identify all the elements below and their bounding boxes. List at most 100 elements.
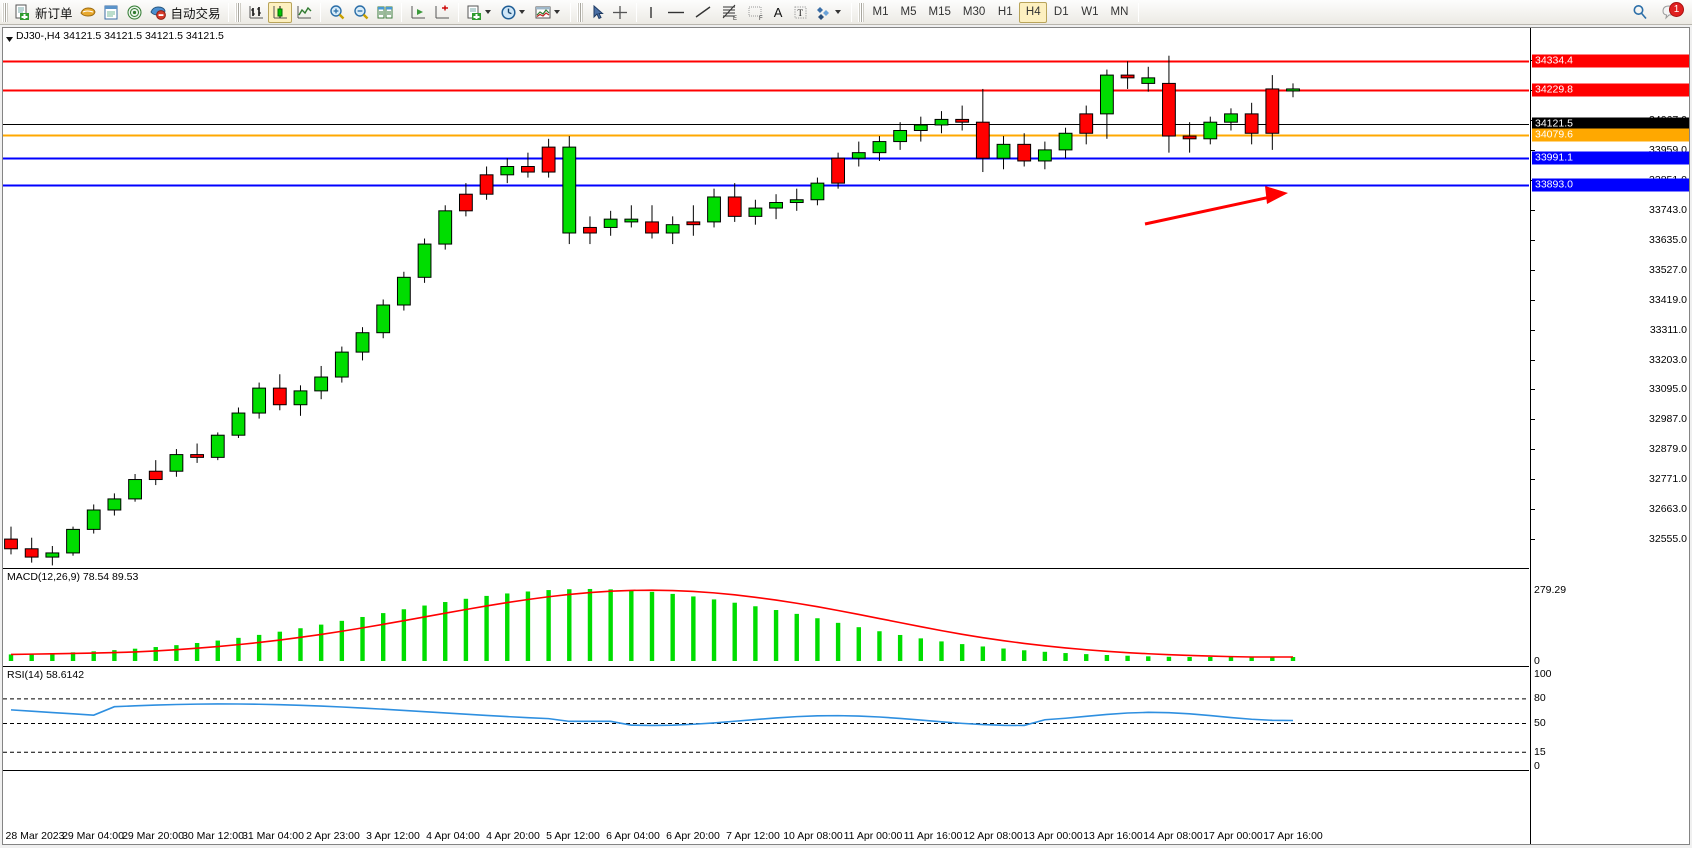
rsi-tick-label: 50 — [1534, 717, 1546, 729]
shapes-button[interactable] — [812, 2, 847, 23]
chart-frame[interactable]: DJ30-,H4 34121.5 34121.5 34121.5 34121.5… — [2, 27, 1690, 845]
timeframe-m1[interactable]: M1 — [872, 6, 889, 18]
price-tick-label: 32771.0 — [1649, 473, 1687, 486]
window-icon — [104, 5, 118, 19]
auto-trading-label: 自动交易 — [170, 6, 221, 21]
time-tick-label: 4 Apr 04:00 — [426, 830, 480, 842]
price-level-support-upper[interactable]: 33991.1 — [1532, 151, 1689, 165]
timeframe-m15[interactable]: M15 — [928, 6, 951, 18]
rsi-pane[interactable]: RSI(14) 58.6142 — [3, 668, 1529, 771]
timeframe-m30[interactable]: M30 — [962, 6, 986, 18]
price-tick-mark — [1531, 150, 1535, 152]
timeframe-h1[interactable]: H1 — [997, 6, 1013, 18]
price-tick-label: 33419.0 — [1649, 293, 1687, 306]
price-axis[interactable]: 34283.034175.034067.033959.033851.033743… — [1530, 28, 1689, 844]
price-tick-label: 32987.0 — [1649, 413, 1687, 426]
timeframe-h4[interactable]: H4 — [1019, 1, 1048, 23]
time-tick-label: 4 Apr 20:00 — [486, 830, 540, 842]
time-tick-label: 12 Apr 08:00 — [963, 830, 1023, 842]
text-button[interactable]: A — [768, 2, 789, 23]
toolbar-right-group: 1 — [1628, 1, 1692, 23]
price-level-resistance-upper[interactable]: 34334.4 — [1532, 54, 1689, 68]
text-label-button[interactable]: T — [789, 2, 812, 23]
price-tick-mark — [1531, 419, 1535, 421]
timeframe-m5[interactable]: M5 — [900, 6, 917, 18]
vertical-line-button[interactable] — [641, 2, 662, 23]
indicators-button[interactable] — [463, 2, 497, 23]
price-level-resistance-lower[interactable]: 34229.8 — [1532, 83, 1689, 97]
zoom-out-button[interactable] — [349, 2, 373, 23]
charttype-grip[interactable] — [234, 2, 241, 22]
time-tick-label: 11 Apr 00:00 — [843, 830, 903, 842]
alerts-button[interactable]: 1 — [1658, 1, 1684, 23]
timeframe-grip[interactable] — [857, 2, 864, 22]
toolbar-separator-5 — [569, 2, 571, 22]
price-level-support-lower[interactable]: 33893.0 — [1532, 178, 1689, 192]
toolbar-grip[interactable] — [2, 2, 8, 22]
shapes-caret-icon[interactable] — [834, 10, 841, 14]
drawing-grip[interactable] — [576, 2, 583, 22]
price-tick-label: 32879.0 — [1649, 443, 1687, 456]
horizontal-line-icon — [667, 11, 684, 13]
price-plot[interactable] — [3, 28, 1529, 569]
rsi-tick-label: 80 — [1534, 692, 1546, 705]
macd-tick-label: 0 — [1534, 655, 1540, 667]
chart-shift-button[interactable] — [406, 2, 430, 23]
status-bar — [0, 846, 1692, 848]
price-tick-mark — [1531, 299, 1535, 301]
new-order-button[interactable]: 新订单 — [11, 2, 76, 23]
cursor-button[interactable] — [586, 2, 608, 23]
zoom-in-button[interactable] — [325, 2, 349, 23]
signals-button[interactable] — [123, 2, 146, 23]
shapes-icon — [816, 6, 829, 20]
line-chart-button[interactable] — [292, 2, 316, 23]
shield-icon — [149, 5, 166, 20]
data-window-button[interactable] — [100, 2, 123, 23]
periods-caret-icon[interactable] — [518, 10, 525, 14]
svg-text:E: E — [733, 16, 737, 21]
timeframe-mn[interactable]: MN — [1110, 6, 1129, 18]
search-button[interactable] — [1628, 2, 1652, 23]
auto-scroll-button[interactable] — [430, 2, 454, 23]
time-axis: 28 Mar 2023 29 Mar 04:00 29 Mar 20:00 30 Ma… — [3, 772, 1529, 844]
time-tick-label: 28 Mar 2023 — [5, 830, 65, 842]
rsi-tick-label: 15 — [1534, 745, 1546, 758]
rsi-plot[interactable] — [3, 668, 1529, 771]
templates-button[interactable] — [531, 2, 566, 23]
timeframe-d1[interactable]: D1 — [1053, 6, 1069, 18]
arrow-icon — [593, 4, 604, 19]
horizontal-line-button[interactable] — [662, 2, 690, 23]
price-axis-main: 34283.034175.034067.033959.033851.033743… — [1531, 28, 1690, 569]
search-icon — [1633, 5, 1647, 20]
indicators-caret-icon[interactable] — [484, 10, 491, 14]
time-tick-label: 11 Apr 16:00 — [903, 830, 963, 842]
line-chart-icon — [297, 5, 312, 18]
trendline-button[interactable] — [690, 2, 716, 23]
zoom-out-icon — [353, 4, 368, 19]
rsi-label: RSI(14) 58.6142 — [7, 669, 85, 681]
price-tick-mark — [1531, 539, 1535, 541]
price-tick-label: 33527.0 — [1649, 263, 1687, 276]
candlestick-chart-button[interactable] — [267, 1, 292, 23]
periods-button[interactable] — [497, 2, 531, 23]
timeframe-w1[interactable]: W1 — [1081, 6, 1099, 18]
svg-text:F: F — [759, 16, 763, 21]
crosshair-button[interactable] — [608, 2, 632, 23]
time-tick-label: 14 Apr 08:00 — [1143, 830, 1203, 842]
symbol-collapse-icon[interactable] — [5, 31, 14, 42]
macd-pane[interactable]: MACD(12,26,9) 78.54 89.53 — [3, 570, 1529, 667]
equidistant-channel-button[interactable]: F — [742, 2, 768, 23]
expert-advisors-button[interactable] — [76, 2, 100, 23]
auto-trading-button[interactable]: 自动交易 — [146, 2, 224, 23]
toolbar-separator-2 — [319, 2, 321, 22]
price-level-last-price[interactable]: 34121.5 — [1532, 117, 1689, 131]
tile-windows-button[interactable] — [373, 2, 397, 23]
time-tick-label: 17 Apr 00:00 — [1203, 830, 1263, 842]
bar-chart-button[interactable] — [244, 2, 268, 23]
macd-plot[interactable] — [3, 570, 1529, 667]
price-pane[interactable]: DJ30-,H4 34121.5 34121.5 34121.5 34121.5 — [3, 28, 1529, 569]
templates-caret-icon[interactable] — [553, 10, 560, 14]
fibonacci-button[interactable]: E — [716, 2, 742, 23]
price-level-bid-price[interactable]: 34079.6 — [1532, 128, 1689, 142]
